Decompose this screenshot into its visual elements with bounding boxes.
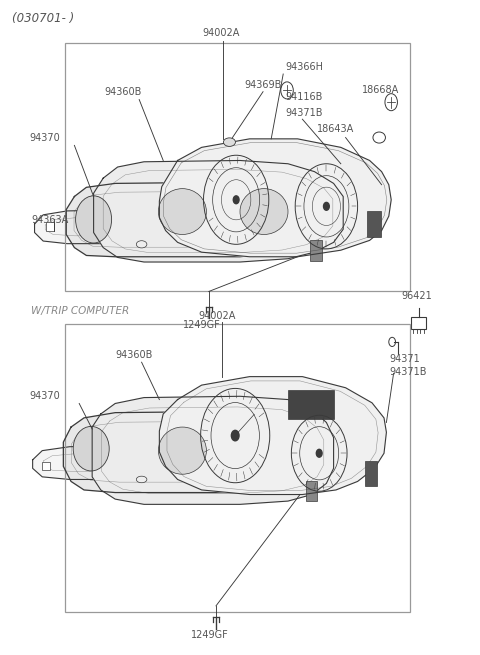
Ellipse shape (223, 138, 235, 147)
Bar (306, 481, 317, 501)
Polygon shape (159, 139, 391, 257)
Circle shape (233, 196, 239, 204)
Text: 94360B: 94360B (105, 87, 142, 97)
Ellipse shape (136, 240, 147, 248)
Bar (367, 211, 381, 237)
Ellipse shape (136, 476, 147, 483)
Bar (365, 461, 377, 486)
Bar (310, 240, 322, 261)
Ellipse shape (240, 189, 288, 234)
Bar (46, 222, 54, 231)
Text: 94369B: 94369B (245, 80, 282, 90)
Text: 94371B: 94371B (390, 367, 427, 377)
Text: 94116B: 94116B (286, 92, 323, 102)
Text: 94371: 94371 (390, 354, 420, 364)
Text: 96421: 96421 (401, 291, 432, 301)
Bar (65, 43, 410, 291)
Text: 94371B: 94371B (286, 108, 323, 118)
Text: 94370: 94370 (30, 391, 60, 401)
Polygon shape (94, 160, 343, 262)
Ellipse shape (158, 189, 206, 234)
Text: 94002A: 94002A (202, 28, 240, 38)
Text: (030701- ): (030701- ) (12, 12, 74, 25)
Circle shape (324, 202, 329, 210)
Polygon shape (159, 377, 386, 495)
Bar (288, 390, 334, 419)
Text: 1249GF: 1249GF (192, 630, 229, 640)
Circle shape (316, 449, 322, 457)
Text: 94370: 94370 (30, 133, 60, 143)
Polygon shape (33, 444, 274, 479)
Polygon shape (35, 208, 273, 244)
Bar (65, 324, 410, 612)
Ellipse shape (158, 427, 206, 474)
Circle shape (231, 430, 239, 441)
Text: 18643A: 18643A (317, 124, 354, 134)
Text: 1249GF: 1249GF (183, 320, 220, 329)
Polygon shape (66, 182, 310, 257)
Polygon shape (63, 411, 310, 493)
Text: 94360B: 94360B (115, 350, 153, 360)
Text: W/TRIP COMPUTER: W/TRIP COMPUTER (31, 307, 130, 316)
Text: 94002A: 94002A (198, 311, 236, 321)
Ellipse shape (73, 426, 109, 471)
Bar (42, 462, 50, 470)
Ellipse shape (76, 196, 111, 243)
Bar (411, 317, 426, 329)
Text: 94363A: 94363A (31, 215, 69, 225)
Polygon shape (92, 396, 334, 504)
Text: 94366H: 94366H (286, 62, 324, 72)
Text: 18668A: 18668A (362, 85, 400, 95)
